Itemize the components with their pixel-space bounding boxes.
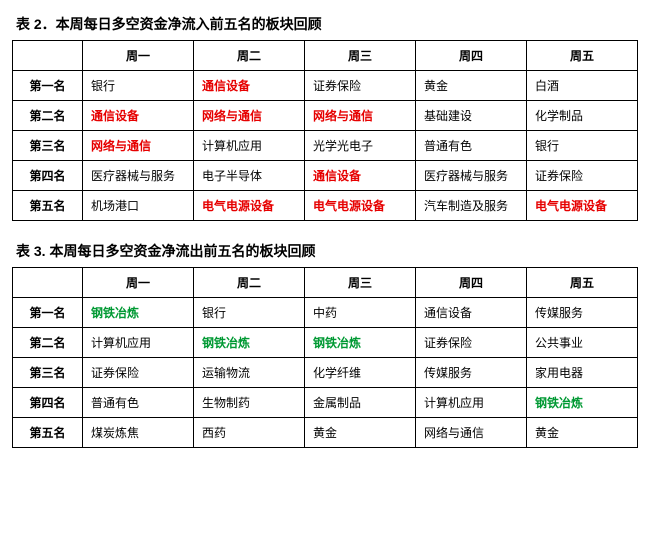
table1-title: 表 2．本周每日多空资金净流入前五名的板块回顾: [12, 14, 640, 34]
table1: 周一 周二 周三 周四 周五 第一名银行通信设备证券保险黄金白酒第二名通信设备网…: [12, 40, 638, 221]
data-cell: 传媒服务: [527, 298, 638, 328]
data-cell: 光学光电子: [305, 131, 416, 161]
data-cell: 银行: [83, 71, 194, 101]
data-cell: 电气电源设备: [527, 191, 638, 221]
data-cell: 黄金: [416, 71, 527, 101]
data-cell: 钢铁冶炼: [305, 328, 416, 358]
data-cell: 金属制品: [305, 388, 416, 418]
rank-cell: 第一名: [13, 298, 83, 328]
table-row: 第二名计算机应用钢铁冶炼钢铁冶炼证券保险公共事业: [13, 328, 638, 358]
data-cell: 网络与通信: [194, 101, 305, 131]
data-cell: 网络与通信: [305, 101, 416, 131]
data-cell: 汽车制造及服务: [416, 191, 527, 221]
table1-body: 第一名银行通信设备证券保险黄金白酒第二名通信设备网络与通信网络与通信基础建设化学…: [13, 71, 638, 221]
data-cell: 化学制品: [527, 101, 638, 131]
rank-cell: 第三名: [13, 358, 83, 388]
data-cell: 家用电器: [527, 358, 638, 388]
data-cell: 钢铁冶炼: [83, 298, 194, 328]
data-cell: 公共事业: [527, 328, 638, 358]
data-cell: 白酒: [527, 71, 638, 101]
data-cell: 通信设备: [305, 161, 416, 191]
table2-corner: [13, 268, 83, 298]
data-cell: 黄金: [305, 418, 416, 448]
table2-day-3: 周四: [416, 268, 527, 298]
data-cell: 证券保险: [83, 358, 194, 388]
table2-day-0: 周一: [83, 268, 194, 298]
data-cell: 钢铁冶炼: [527, 388, 638, 418]
data-cell: 电气电源设备: [305, 191, 416, 221]
table2: 周一 周二 周三 周四 周五 第一名钢铁冶炼银行中药通信设备传媒服务第二名计算机…: [12, 267, 638, 448]
table-row: 第三名证券保险运输物流化学纤维传媒服务家用电器: [13, 358, 638, 388]
data-cell: 银行: [194, 298, 305, 328]
data-cell: 电气电源设备: [194, 191, 305, 221]
table-row: 第五名煤炭炼焦西药黄金网络与通信黄金: [13, 418, 638, 448]
data-cell: 通信设备: [416, 298, 527, 328]
table1-corner: [13, 41, 83, 71]
data-cell: 银行: [527, 131, 638, 161]
data-cell: 计算机应用: [83, 328, 194, 358]
table2-title: 表 3. 本周每日多空资金净流出前五名的板块回顾: [12, 241, 640, 261]
data-cell: 医疗器械与服务: [416, 161, 527, 191]
table2-body: 第一名钢铁冶炼银行中药通信设备传媒服务第二名计算机应用钢铁冶炼钢铁冶炼证券保险公…: [13, 298, 638, 448]
data-cell: 证券保险: [416, 328, 527, 358]
rank-cell: 第四名: [13, 161, 83, 191]
data-cell: 煤炭炼焦: [83, 418, 194, 448]
table1-day-0: 周一: [83, 41, 194, 71]
data-cell: 医疗器械与服务: [83, 161, 194, 191]
table1-day-1: 周二: [194, 41, 305, 71]
data-cell: 证券保险: [305, 71, 416, 101]
data-cell: 西药: [194, 418, 305, 448]
data-cell: 生物制药: [194, 388, 305, 418]
table1-header-row: 周一 周二 周三 周四 周五: [13, 41, 638, 71]
data-cell: 运输物流: [194, 358, 305, 388]
rank-cell: 第二名: [13, 101, 83, 131]
data-cell: 计算机应用: [194, 131, 305, 161]
data-cell: 化学纤维: [305, 358, 416, 388]
data-cell: 网络与通信: [83, 131, 194, 161]
table-row: 第四名普通有色生物制药金属制品计算机应用钢铁冶炼: [13, 388, 638, 418]
rank-cell: 第一名: [13, 71, 83, 101]
table2-day-2: 周三: [305, 268, 416, 298]
table-row: 第一名银行通信设备证券保险黄金白酒: [13, 71, 638, 101]
data-cell: 通信设备: [83, 101, 194, 131]
table2-day-4: 周五: [527, 268, 638, 298]
table-row: 第五名机场港口电气电源设备电气电源设备汽车制造及服务电气电源设备: [13, 191, 638, 221]
table-row: 第一名钢铁冶炼银行中药通信设备传媒服务: [13, 298, 638, 328]
rank-cell: 第五名: [13, 191, 83, 221]
table2-day-1: 周二: [194, 268, 305, 298]
data-cell: 中药: [305, 298, 416, 328]
data-cell: 普通有色: [416, 131, 527, 161]
rank-cell: 第三名: [13, 131, 83, 161]
rank-cell: 第二名: [13, 328, 83, 358]
table-row: 第三名网络与通信计算机应用光学光电子普通有色银行: [13, 131, 638, 161]
table-row: 第二名通信设备网络与通信网络与通信基础建设化学制品: [13, 101, 638, 131]
table1-day-3: 周四: [416, 41, 527, 71]
data-cell: 计算机应用: [416, 388, 527, 418]
data-cell: 通信设备: [194, 71, 305, 101]
data-cell: 机场港口: [83, 191, 194, 221]
data-cell: 电子半导体: [194, 161, 305, 191]
data-cell: 证券保险: [527, 161, 638, 191]
data-cell: 普通有色: [83, 388, 194, 418]
data-cell: 基础建设: [416, 101, 527, 131]
data-cell: 网络与通信: [416, 418, 527, 448]
data-cell: 钢铁冶炼: [194, 328, 305, 358]
rank-cell: 第四名: [13, 388, 83, 418]
table-row: 第四名医疗器械与服务电子半导体通信设备医疗器械与服务证券保险: [13, 161, 638, 191]
table2-header-row: 周一 周二 周三 周四 周五: [13, 268, 638, 298]
data-cell: 黄金: [527, 418, 638, 448]
table1-day-4: 周五: [527, 41, 638, 71]
table1-day-2: 周三: [305, 41, 416, 71]
data-cell: 传媒服务: [416, 358, 527, 388]
rank-cell: 第五名: [13, 418, 83, 448]
